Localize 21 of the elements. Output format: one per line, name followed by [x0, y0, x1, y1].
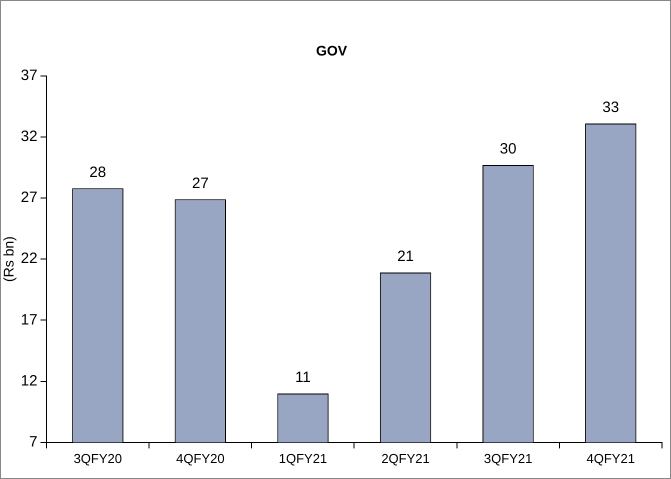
y-axis-title: (Rs bn) — [0, 236, 16, 282]
y-tick-label: 12 — [20, 372, 38, 390]
data-label: 33 — [602, 99, 620, 116]
x-tick-label: 1QFY21 — [278, 450, 328, 466]
x-tick-label: 3QFY20 — [74, 450, 122, 466]
data-label: 11 — [295, 369, 311, 386]
x-tick-label: 3QFY21 — [484, 450, 532, 466]
chart-title: GOV — [316, 42, 348, 58]
data-label: 27 — [192, 174, 209, 192]
x-tick-label: 4QFY21 — [586, 450, 635, 466]
data-label: 28 — [89, 164, 106, 181]
y-tick-label: 37 — [20, 66, 38, 84]
x-tick-label: 4QFY20 — [176, 450, 225, 466]
y-tick-label: 27 — [20, 189, 38, 206]
data-label: 30 — [500, 140, 516, 158]
y-tick-label: 32 — [20, 128, 38, 146]
data-label: 21 — [397, 248, 414, 266]
y-tick-label: 17 — [20, 311, 38, 328]
y-tick-label: 22 — [20, 250, 38, 268]
x-tick-label: 2QFY21 — [381, 450, 430, 466]
y-tick-label: 7 — [29, 434, 38, 451]
